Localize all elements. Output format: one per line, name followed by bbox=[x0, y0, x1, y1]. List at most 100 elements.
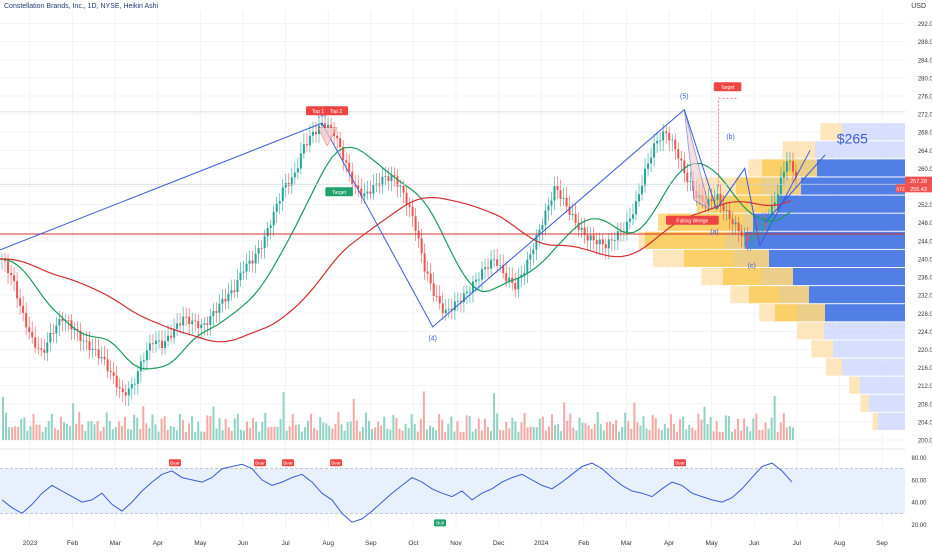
time-tick-label: Mar bbox=[621, 540, 633, 547]
volume-bar bbox=[96, 420, 99, 440]
rsi-tick-label: 80.00 bbox=[911, 456, 927, 462]
candle-body bbox=[61, 318, 64, 322]
candle-body bbox=[547, 205, 550, 211]
volume-bar bbox=[316, 430, 319, 440]
volume-bar bbox=[535, 427, 538, 440]
projection-arrow bbox=[764, 154, 826, 224]
volume-bar bbox=[788, 426, 791, 440]
volume-bar bbox=[215, 428, 218, 440]
candle-body bbox=[284, 182, 287, 188]
volume-bar bbox=[371, 429, 374, 440]
candle-body bbox=[257, 247, 260, 254]
candle-body bbox=[604, 244, 607, 249]
volume-bar bbox=[313, 427, 316, 440]
volume-bar bbox=[224, 418, 227, 440]
candle-body bbox=[656, 140, 659, 144]
volume-bar bbox=[560, 431, 563, 440]
volume-profile bbox=[638, 123, 905, 430]
candle-body bbox=[571, 214, 574, 215]
candle-body bbox=[94, 348, 97, 350]
volume-profile-down bbox=[842, 123, 905, 141]
volume-bar bbox=[624, 412, 627, 440]
candle-body bbox=[402, 185, 405, 193]
candle-body bbox=[321, 123, 324, 126]
volume-bar bbox=[712, 431, 715, 440]
candle-body bbox=[342, 147, 345, 161]
volume-bar bbox=[349, 421, 352, 440]
candle-body bbox=[73, 329, 76, 330]
candle-body bbox=[468, 291, 471, 293]
candle-body bbox=[634, 201, 637, 215]
volume-bar bbox=[566, 420, 569, 440]
candle-body bbox=[752, 230, 755, 240]
price-tick-label: 292.00 bbox=[918, 22, 932, 28]
volume-bar bbox=[718, 431, 721, 440]
candle-body bbox=[118, 387, 121, 389]
volume-bar bbox=[599, 424, 602, 440]
volume-bar bbox=[133, 414, 136, 440]
volume-bar bbox=[627, 420, 630, 440]
volume-bar bbox=[188, 423, 191, 440]
time-tick-label: Jun bbox=[238, 540, 249, 547]
volume-bar bbox=[294, 424, 297, 440]
candle-body bbox=[517, 277, 520, 290]
candle-body bbox=[369, 191, 372, 194]
volume-bar bbox=[767, 428, 770, 440]
candle-body bbox=[124, 392, 127, 396]
candle-body bbox=[164, 341, 167, 349]
candle-body bbox=[474, 279, 477, 282]
volume-profile-up bbox=[782, 141, 815, 159]
price-tick-label: 228.00 bbox=[918, 312, 932, 318]
candle-body bbox=[348, 162, 351, 172]
volume-bar bbox=[660, 430, 663, 440]
candle-body bbox=[713, 199, 716, 202]
candle-body bbox=[791, 161, 794, 172]
price-tick-label: 204.00 bbox=[918, 420, 932, 426]
volume-bar bbox=[368, 420, 370, 440]
double-top-area bbox=[317, 127, 338, 147]
volume-bar bbox=[410, 414, 413, 440]
candle-body bbox=[227, 293, 230, 302]
time-tick-label: May bbox=[705, 540, 718, 547]
volume-bar bbox=[300, 431, 303, 440]
candle-body bbox=[200, 324, 203, 329]
candle-body bbox=[523, 273, 526, 275]
volume-bar bbox=[239, 429, 242, 440]
candle-body bbox=[710, 199, 713, 202]
rsi-signal-label: Bear bbox=[331, 460, 341, 465]
candle-body bbox=[746, 234, 749, 242]
volume-bar bbox=[669, 414, 672, 440]
volume-bar bbox=[99, 431, 102, 440]
volume-bar bbox=[154, 424, 157, 440]
volume-profile-poc bbox=[825, 304, 905, 322]
candle-body bbox=[647, 163, 650, 169]
candle-body bbox=[456, 300, 459, 302]
volume-bar bbox=[105, 412, 108, 440]
candle-body bbox=[716, 193, 719, 200]
top2-label-bg bbox=[324, 106, 349, 116]
volume-bar bbox=[407, 428, 410, 440]
volume-bar bbox=[557, 424, 560, 440]
symbol-tag: STZ bbox=[896, 187, 905, 192]
volume-bar bbox=[380, 425, 383, 440]
volume-bar bbox=[581, 422, 584, 440]
volume-bar bbox=[615, 420, 618, 440]
time-tick-label: Jul bbox=[793, 540, 802, 547]
candle-body bbox=[345, 160, 348, 163]
candle-body bbox=[278, 201, 281, 204]
candle-body bbox=[453, 301, 456, 311]
volume-bar bbox=[761, 429, 764, 440]
candle-body bbox=[260, 247, 263, 249]
volume-bar bbox=[511, 417, 514, 440]
volume-bar bbox=[721, 431, 724, 440]
volume-bar bbox=[584, 423, 587, 440]
volume-bar bbox=[337, 412, 340, 440]
time-tick-label: 2023 bbox=[23, 540, 38, 547]
candle-body bbox=[185, 316, 188, 318]
volume-bar bbox=[145, 423, 148, 440]
candle-body bbox=[499, 265, 502, 266]
candle-body bbox=[653, 143, 656, 158]
candle-body bbox=[722, 203, 725, 211]
